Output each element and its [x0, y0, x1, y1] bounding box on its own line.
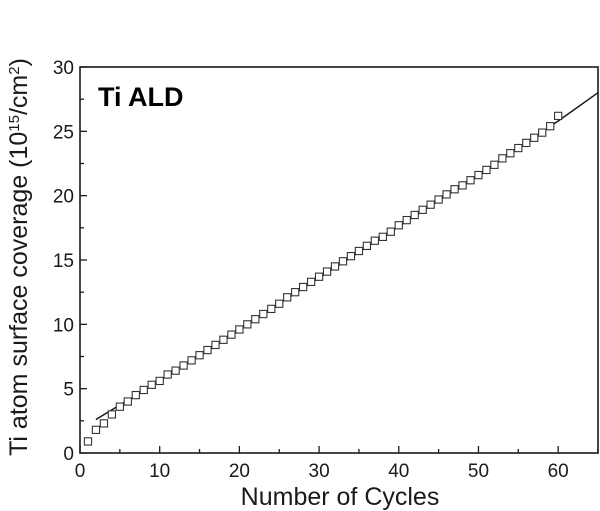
- y-tick-label: 0: [63, 444, 74, 465]
- data-point: [482, 165, 491, 175]
- data-point: [83, 437, 93, 446]
- y-axis-ticks: 0 5 10 15 20 25 30: [53, 58, 87, 465]
- data-point: [291, 288, 300, 297]
- data-point: [498, 154, 507, 163]
- data-point: [298, 282, 308, 292]
- data-point: [330, 262, 340, 271]
- data-point: [91, 425, 101, 434]
- y-tick-label: 5: [63, 380, 74, 401]
- data-point: [283, 293, 292, 302]
- y-axis-title: Ti atom surface coverage (1015/cm2): [5, 58, 33, 456]
- y-tick-label: 25: [53, 122, 74, 143]
- x-tick-label: 60: [548, 461, 569, 482]
- data-point: [115, 402, 124, 411]
- data-point: [490, 160, 499, 169]
- data-point: [275, 299, 284, 308]
- x-tick-label: 10: [149, 461, 170, 482]
- data-point: [418, 205, 427, 214]
- x-tick-label: 20: [229, 461, 250, 482]
- data-point: [267, 304, 276, 314]
- data-point: [442, 190, 451, 199]
- y-tick-label: 30: [53, 58, 74, 79]
- data-markers: [83, 111, 563, 446]
- x-axis-ticks: 0 10 20 30 40 50 60: [75, 446, 599, 482]
- data-point: [139, 385, 148, 395]
- data-point: [155, 376, 164, 386]
- data-point: [251, 315, 260, 324]
- data-point: [410, 210, 419, 220]
- data-point: [530, 133, 539, 142]
- data-point: [322, 267, 332, 276]
- data-point: [187, 356, 196, 365]
- data-point: [450, 185, 459, 194]
- data-point: [538, 128, 547, 137]
- data-point: [426, 200, 435, 209]
- y-axis-title-sup1: 15: [6, 115, 23, 132]
- y-tick-label: 15: [53, 251, 74, 272]
- data-point: [235, 325, 244, 334]
- data-point: [131, 390, 140, 400]
- x-axis-title: Number of Cycles: [241, 483, 440, 511]
- y-axis-title-suffix: ): [5, 58, 33, 66]
- x-tick-label: 40: [388, 461, 409, 482]
- data-point: [354, 246, 364, 256]
- data-point: [346, 251, 356, 261]
- data-point: [203, 345, 212, 355]
- data-point: [338, 257, 348, 266]
- data-point: [362, 241, 372, 250]
- y-tick-label: 20: [53, 187, 74, 208]
- x-tick-label: 0: [75, 461, 86, 482]
- data-point: [474, 170, 483, 180]
- data-point: [506, 149, 515, 158]
- data-point: [402, 215, 411, 225]
- data-point: [554, 111, 563, 121]
- x-tick-label: 50: [468, 461, 489, 482]
- data-point: [394, 221, 403, 230]
- data-point: [378, 232, 387, 241]
- data-point: [147, 380, 156, 389]
- data-point: [219, 335, 228, 344]
- y-axis-title-prefix: Ti atom surface coverage (10: [5, 132, 33, 456]
- data-point: [163, 370, 172, 379]
- data-point: [370, 236, 380, 245]
- data-point: [179, 361, 188, 370]
- data-point: [107, 410, 117, 419]
- data-point: [306, 277, 316, 287]
- y-tick-label: 10: [53, 315, 74, 336]
- data-point: [434, 195, 443, 204]
- data-point: [211, 340, 220, 350]
- data-point: [458, 181, 467, 190]
- x-tick-label: 30: [309, 461, 330, 482]
- data-point: [522, 138, 531, 148]
- data-point: [243, 320, 252, 329]
- chart-annotation: Ti ALD: [98, 82, 184, 112]
- y-axis-title-sup2: 2: [6, 66, 23, 74]
- data-point: [123, 397, 132, 406]
- data-point: [171, 366, 180, 375]
- data-point: [195, 351, 204, 360]
- data-point: [259, 309, 268, 319]
- data-point: [386, 227, 395, 236]
- data-point: [466, 176, 475, 185]
- data-point: [314, 272, 324, 281]
- y-axis-title-middle: /cm: [5, 75, 33, 115]
- data-point: [546, 122, 555, 131]
- data-point: [227, 330, 236, 339]
- data-point: [514, 143, 523, 153]
- data-point: [99, 419, 109, 428]
